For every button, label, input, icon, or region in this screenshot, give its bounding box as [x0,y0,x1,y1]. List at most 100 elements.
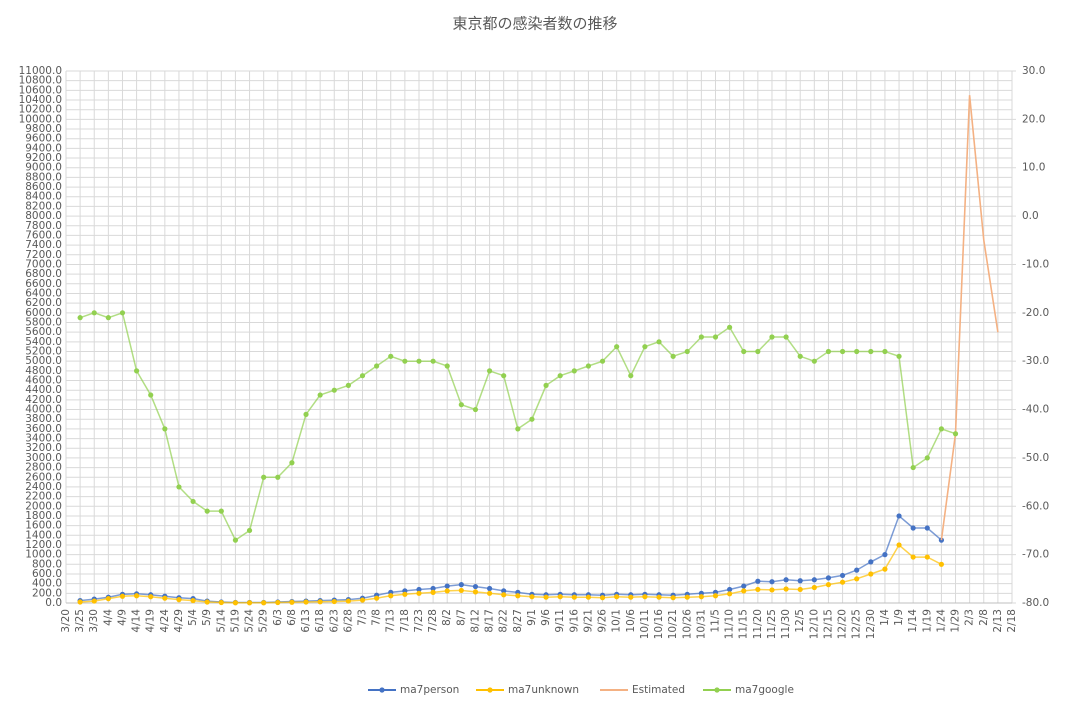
x-tick-label: 2/13 [992,609,1004,633]
y-tick-label: 4400.0 [25,384,62,396]
point [402,358,408,364]
point [458,582,464,588]
point [416,590,422,596]
y2-tick-label: -30.0 [1022,355,1049,367]
point [924,455,930,461]
point [430,585,436,592]
x-tick-label: 8/2 [441,609,453,626]
x-tick-label: 1/24 [935,609,947,633]
y-tick-label: 7200.0 [25,249,62,261]
x-tick-label: 7/13 [385,609,397,633]
point [924,525,930,531]
point [190,597,196,604]
x-tick-label: 9/1 [526,609,538,626]
x-tick-label: 10/6 [625,609,637,633]
y-tick-label: 1000.0 [25,549,62,561]
y-tick-label: 2000.0 [25,500,62,512]
x-tick-label: 3/20 [60,609,72,633]
x-tick-label: 12/5 [794,609,806,633]
point [557,594,563,600]
x-tick-label: 9/26 [597,609,609,633]
y-tick-label: 2400.0 [25,481,62,493]
y-tick-label: 10600.0 [19,84,62,96]
point [444,363,450,369]
x-tick-label: 4/14 [131,609,143,633]
point [868,571,874,577]
point [458,587,464,594]
x-tick-label: 7/3 [357,609,369,626]
point [91,310,97,316]
y-tick-label: 1200.0 [25,539,62,551]
point [133,593,140,599]
point [755,586,761,593]
y-tick-label: 10200.0 [19,104,62,116]
point [924,554,930,560]
point [670,353,676,359]
point [458,402,464,408]
y2-tick-label: -40.0 [1022,404,1049,416]
point [698,594,704,600]
y-tick-label: 9400.0 [25,142,62,154]
y-tick-label: 7600.0 [25,229,62,241]
y-tick-label: 7000.0 [25,258,62,270]
y-tick-label: 4200.0 [25,394,62,406]
y-tick-label: 600.0 [32,568,62,580]
x-tick-label: 10/26 [681,609,693,640]
point [769,334,775,340]
point [769,579,775,585]
point [388,593,394,599]
x-tick-label: 11/25 [766,609,778,639]
point [486,590,493,596]
y-tick-label: 8600.0 [25,181,62,193]
point [374,363,380,369]
x-tick-label: 6/23 [328,609,340,633]
y-tick-label: 7800.0 [25,220,62,232]
point [599,595,606,601]
y-tick-label: 6400.0 [25,287,62,299]
point [359,597,366,603]
point [571,594,577,600]
point [896,513,902,519]
point [811,584,817,591]
point [839,579,846,585]
point [303,411,309,417]
y-tick-label: 2600.0 [25,471,62,483]
y-tick-label: 400.0 [32,578,62,590]
y-tick-label: 3000.0 [25,452,62,464]
point [303,599,309,605]
y-tick-label: 6600.0 [25,278,62,290]
point [275,599,281,606]
x-tick-label: 4/19 [145,609,157,633]
point [444,588,450,594]
x-tick-label: 7/18 [399,609,411,633]
point [374,595,380,601]
y-tick-label: 9200.0 [25,152,62,164]
x-tick-label: 6/13 [300,609,312,633]
y-tick-label: 5200.0 [25,346,62,358]
y-tick-label: 0.0 [45,597,62,609]
point [289,599,295,605]
point [246,527,253,534]
point [727,586,733,593]
x-tick-label: 7/28 [427,609,439,633]
point [204,508,210,514]
point [133,368,140,374]
point [105,596,111,602]
x-tick-label: 2/8 [978,609,990,626]
point [543,594,549,600]
point [882,552,888,558]
point [416,586,422,593]
y-tick-label: 200.0 [32,587,62,599]
point [331,598,337,605]
point [684,594,690,600]
point [486,585,493,592]
x-tick-label: 1/4 [879,609,891,626]
x-tick-label: 8/17 [484,609,496,633]
point [628,373,634,379]
y-tick-label: 1400.0 [25,529,62,541]
x-tick-label: 3/30 [88,609,100,633]
point [642,594,648,600]
point [882,566,888,572]
point [515,426,521,432]
x-tick-label: 6/3 [272,609,284,626]
